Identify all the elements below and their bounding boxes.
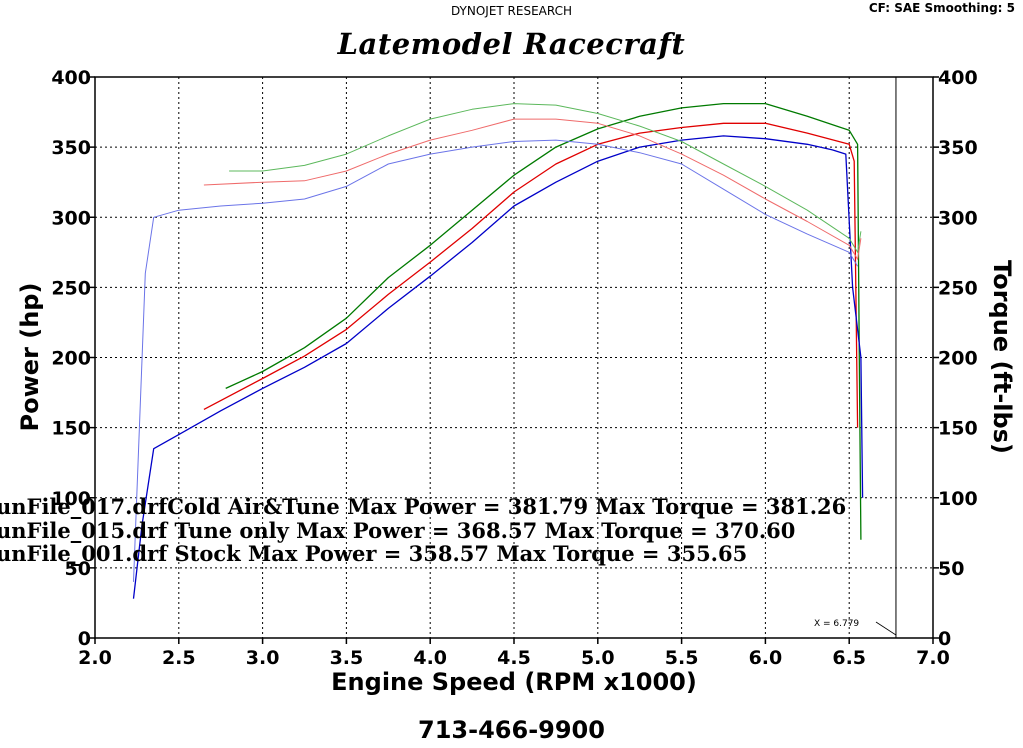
y-tick-label-left: 100 [51,488,91,510]
cursor-pointer [875,621,897,636]
grid [95,77,933,638]
footer-phone: 713-466-9900 [418,716,605,744]
y-axis-right-label: Torque (ft-lbs) [988,260,1016,454]
y-tick-label-right: 400 [938,67,978,89]
y-tick-label-left: 150 [51,418,91,440]
run-annotations: unFile_017.drfCold Air&Tune Max Power = … [0,494,846,566]
torque-line-run-001 [133,139,859,582]
power-line-run-001 [132,135,864,599]
y-tick-label-left: 250 [51,277,91,299]
y-tick-label-left: 50 [65,558,91,580]
x-tick-label: 4.0 [413,647,447,669]
torque-line-run-015 [203,118,862,260]
x-tick-label: 7.0 [916,647,950,669]
x-tick-label: 5.5 [665,647,699,669]
y-tick-label-right: 0 [938,628,951,650]
x-tick-label: 3.5 [330,647,364,669]
y-tick-label-right: 200 [938,348,978,370]
y-tick-label-left: 350 [51,137,91,159]
y-tick-label-right: 100 [938,488,978,510]
x-tick-label: 2.0 [78,647,112,669]
cursor-readout: X = 6.779 [814,619,859,629]
y-tick-label-right: 250 [938,277,978,299]
axes: X = 6.779 [89,76,939,644]
torque-line-run-017 [229,103,862,253]
y-tick-label-right: 350 [938,137,978,159]
y-tick-label-right: 150 [938,418,978,440]
y-tick-label-left: 400 [51,67,91,89]
x-axis-label: Engine Speed (RPM x1000) [331,668,697,696]
y-tick-label-right: 50 [938,558,964,580]
x-tick-label: 4.5 [497,647,531,669]
dyno-settings: CF: SAE Smoothing: 5 [868,1,1015,15]
run-annotation: unFile_001.drf Stock Max Power = 358.57 … [0,541,747,566]
power-line-run-017 [225,102,862,540]
series-lines [132,102,864,599]
x-tick-label: 2.5 [162,647,196,669]
y-tick-label-left: 200 [51,348,91,370]
y-tick-label-right: 300 [938,207,978,229]
x-tick-label: 3.0 [246,647,280,669]
company-name: DYNOJET RESEARCH [450,4,573,18]
run-annotation: unFile_015.drf Tune only Max Power = 368… [0,518,795,543]
run-annotation: unFile_017.drfCold Air&Tune Max Power = … [0,494,846,519]
x-tick-label: 6.5 [832,647,866,669]
y-tick-label-left: 300 [51,207,91,229]
x-tick-label: 6.0 [749,647,783,669]
power-line-run-015 [203,122,859,428]
x-tick-label: 5.0 [581,647,615,669]
y-axis-left-label: Power (hp) [16,282,44,432]
tick-labels: 2.0 2.5 3.0 3.5 4.0 4.5 5.0 5.5 6.0 6.5 7.00 050 501… [51,67,977,669]
chart-title: Latemodel Racecraft [337,27,686,61]
y-tick-label-left: 0 [78,628,91,650]
